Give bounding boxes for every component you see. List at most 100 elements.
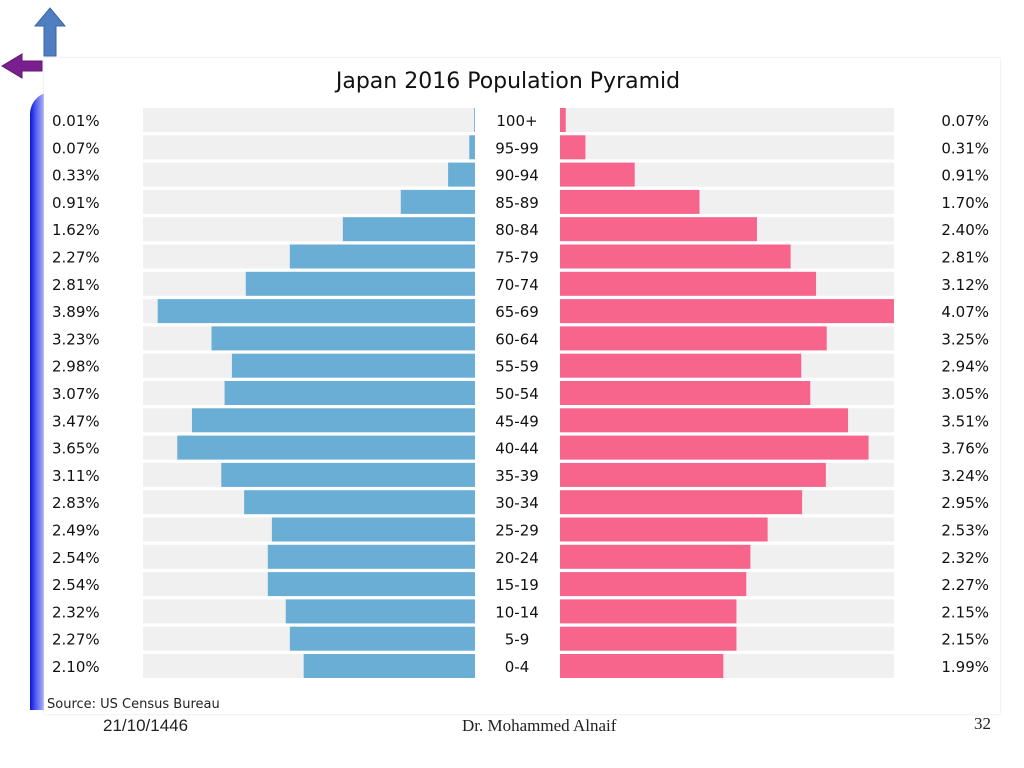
label-left: 2.83% [52, 494, 100, 512]
bar-left [157, 299, 475, 324]
age-group-label: 15-19 [495, 576, 539, 594]
track-right [560, 108, 894, 132]
label-right: 0.31% [941, 139, 989, 157]
age-group-label: 30-34 [495, 494, 539, 512]
label-left: 3.89% [52, 303, 100, 321]
label-left: 2.10% [52, 658, 100, 676]
bar-right [560, 299, 894, 324]
label-left: 3.11% [52, 467, 100, 485]
bar-right [560, 326, 827, 351]
age-group-label: 95-99 [495, 139, 539, 157]
age-group-label: 85-89 [495, 194, 539, 212]
label-right: 3.24% [941, 467, 989, 485]
bar-right [560, 544, 751, 569]
bar-left [289, 626, 475, 651]
label-left: 3.65% [52, 440, 100, 458]
chart-rows: 0.01% 100+ 0.07% 0.07% 95-99 0.31% 0.33% 90-94 0… [52, 108, 989, 678]
label-left: 1.62% [52, 221, 100, 239]
bar-left [448, 162, 475, 187]
bar-right [560, 189, 700, 214]
bar-right [560, 271, 817, 296]
bar-right [560, 244, 791, 269]
label-left: 2.98% [52, 358, 100, 376]
label-right: 0.07% [941, 112, 989, 130]
label-right: 2.81% [941, 249, 989, 267]
bar-left [267, 544, 475, 569]
label-right: 1.70% [941, 194, 989, 212]
label-right: 4.07% [941, 303, 989, 321]
bar-left [289, 244, 475, 269]
label-right: 3.51% [941, 412, 989, 430]
population-pyramid-chart: Japan 2016 Population Pyramid 0.01% 100+ 0… [44, 58, 1000, 714]
age-group-label: 0-4 [505, 658, 530, 676]
label-right: 2.15% [941, 603, 989, 621]
label-left: 2.54% [52, 576, 100, 594]
label-right: 3.25% [941, 330, 989, 348]
label-left: 2.27% [52, 249, 100, 267]
left-arrow-icon[interactable] [0, 50, 44, 82]
label-right: 2.94% [941, 358, 989, 376]
bar-right [560, 490, 803, 515]
age-group-label: 60-64 [495, 330, 539, 348]
age-group-label: 70-74 [495, 276, 539, 294]
label-right: 2.32% [941, 549, 989, 567]
bar-right [560, 108, 566, 132]
age-group-label: 75-79 [495, 249, 539, 267]
bar-left [245, 271, 475, 296]
bar-left [177, 435, 475, 460]
bar-left [231, 353, 475, 378]
label-right: 2.27% [941, 576, 989, 594]
bar-right [560, 599, 737, 624]
bar-right [560, 162, 635, 187]
label-right: 3.05% [941, 385, 989, 403]
track-right [560, 135, 894, 160]
slide-number: 32 [974, 714, 991, 733]
age-group-label: 55-59 [495, 358, 539, 376]
label-left: 2.49% [52, 522, 100, 540]
track-left [143, 162, 475, 187]
label-left: 0.91% [52, 194, 100, 212]
bar-right [560, 517, 768, 542]
label-right: 3.76% [941, 440, 989, 458]
label-left: 2.27% [52, 631, 100, 649]
track-left [143, 135, 475, 160]
age-group-label: 50-54 [495, 385, 539, 403]
bar-left [469, 135, 475, 160]
age-group-label: 5-9 [505, 631, 530, 649]
bar-left [267, 572, 475, 597]
label-left: 3.23% [52, 330, 100, 348]
age-group-label: 40-44 [495, 440, 539, 458]
bar-right [560, 381, 811, 405]
chart-title: Japan 2016 Population Pyramid [334, 69, 680, 94]
label-left: 2.81% [52, 276, 100, 294]
age-group-label: 90-94 [495, 167, 539, 185]
bar-right [560, 626, 737, 651]
bar-left [342, 217, 475, 242]
age-group-label: 100+ [496, 112, 537, 130]
label-right: 1.99% [941, 658, 989, 676]
bar-right [560, 217, 757, 242]
label-right: 2.15% [941, 631, 989, 649]
bar-left [400, 189, 475, 214]
age-group-label: 45-49 [495, 412, 539, 430]
label-left: 2.32% [52, 603, 100, 621]
bar-right [560, 654, 724, 678]
bar-left [303, 654, 475, 678]
age-group-label: 80-84 [495, 221, 539, 239]
track-left [143, 108, 475, 132]
bar-right [560, 572, 747, 597]
label-left: 3.07% [52, 385, 100, 403]
bar-left [191, 408, 475, 433]
chart-svg: Japan 2016 Population Pyramid 0.01% 100+ 0… [47, 69, 989, 712]
bar-right [560, 408, 849, 433]
bar-left [224, 381, 475, 405]
bar-left [285, 599, 475, 624]
bar-left [474, 108, 475, 132]
chart-source: Source: US Census Bureau [47, 697, 220, 712]
bar-right [560, 135, 586, 160]
label-left: 0.07% [52, 139, 100, 157]
label-left: 2.54% [52, 549, 100, 567]
slide-author: Dr. Mohammed Alnaif [462, 716, 617, 735]
bar-left [221, 462, 475, 487]
up-arrow-icon[interactable] [33, 6, 67, 58]
